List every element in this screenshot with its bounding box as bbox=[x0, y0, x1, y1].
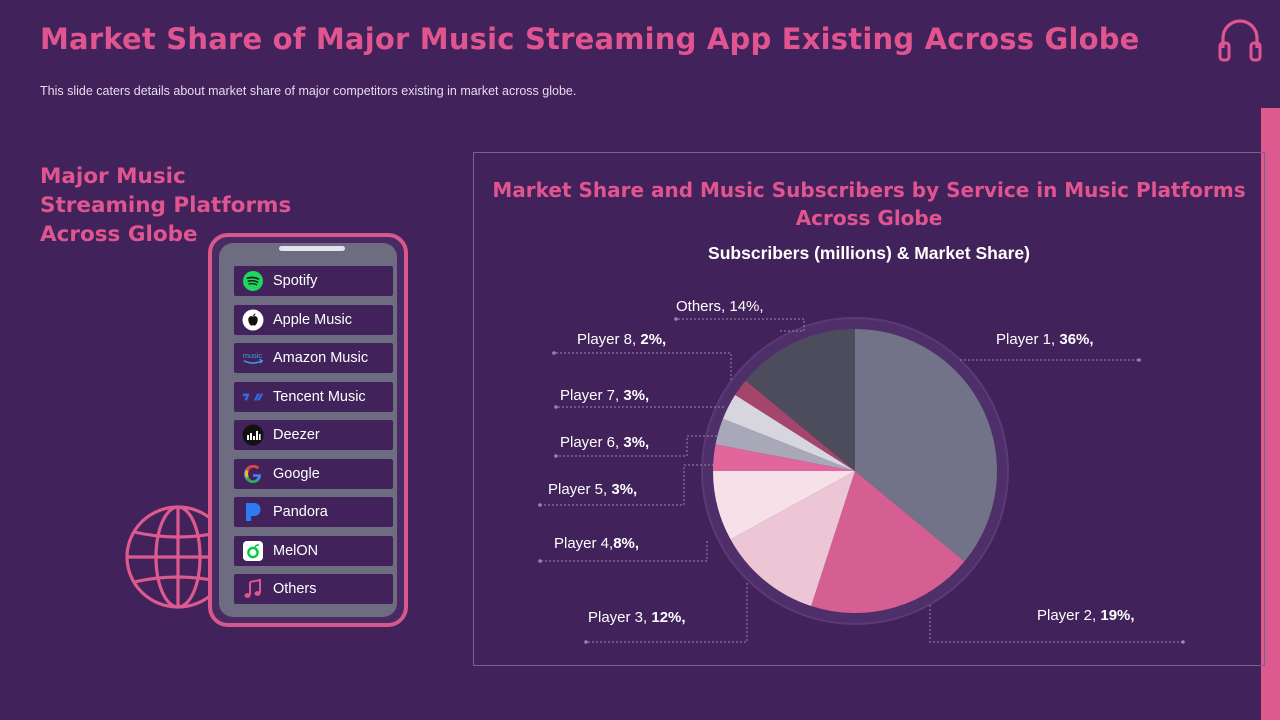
platform-label: Spotify bbox=[273, 273, 318, 289]
page-title: Market Share of Major Music Streaming Ap… bbox=[40, 22, 1140, 56]
page-subtitle: This slide caters details about market s… bbox=[40, 84, 577, 98]
slice-label: Player 8, 2%, bbox=[577, 331, 666, 348]
pie-slice bbox=[811, 471, 965, 613]
svg-text:music: music bbox=[243, 351, 262, 360]
chart-subtitle: Subscribers (millions) & Market Share) bbox=[708, 243, 1030, 263]
leader-line bbox=[556, 435, 717, 457]
leader-line bbox=[540, 541, 708, 562]
platform-item-apple-music[interactable]: Apple Music bbox=[234, 304, 393, 335]
slice-label: Player 7, 3%, bbox=[560, 387, 649, 404]
platform-item-melon[interactable]: MelON bbox=[234, 535, 393, 566]
pie-slice bbox=[713, 444, 855, 471]
leader-dot bbox=[538, 559, 542, 563]
platform-label: Apple Music bbox=[273, 311, 352, 328]
pie-slice bbox=[735, 380, 855, 471]
leader-line bbox=[554, 352, 732, 380]
leader-line bbox=[929, 605, 1183, 643]
leader-line bbox=[676, 318, 805, 332]
platform-item-tencent-music[interactable]: Tencent Music bbox=[234, 381, 393, 412]
leader-dot bbox=[552, 351, 556, 355]
tencent-music-icon bbox=[242, 386, 264, 408]
melon-icon bbox=[242, 540, 264, 562]
chart-title: Market Share and Music Subscribers by Se… bbox=[492, 178, 1246, 230]
platform-item-amazon-music[interactable]: music Amazon Music bbox=[234, 343, 393, 373]
accent-side-bar bbox=[1261, 108, 1280, 720]
amazon-music-icon: music bbox=[242, 347, 264, 369]
phone-speaker bbox=[279, 246, 345, 251]
leader-dot bbox=[538, 503, 542, 507]
leader-line bbox=[540, 464, 714, 506]
platform-label: Tencent Music bbox=[273, 388, 366, 405]
leader-dot bbox=[554, 405, 558, 409]
deezer-icon bbox=[242, 424, 264, 446]
platform-label: Google bbox=[273, 465, 320, 482]
slice-label: Player 2, 19%, bbox=[1037, 607, 1135, 624]
platform-label: Pandora bbox=[273, 504, 328, 520]
pandora-icon bbox=[242, 501, 264, 523]
leader-dot bbox=[554, 454, 558, 458]
apple-icon bbox=[242, 309, 264, 331]
leader-dot bbox=[584, 640, 588, 644]
platform-item-deezer[interactable]: Deezer bbox=[234, 420, 393, 450]
platform-item-spotify[interactable]: Spotify bbox=[234, 266, 393, 296]
slice-label: Player 5, 3%, bbox=[548, 481, 637, 498]
platform-label: Others bbox=[273, 581, 317, 597]
headphones-icon bbox=[1218, 19, 1262, 62]
music-note-icon bbox=[242, 578, 264, 600]
platform-item-google[interactable]: Google bbox=[234, 458, 393, 489]
slice-label: Player 4,8%, bbox=[554, 535, 639, 552]
leader-dot bbox=[1137, 358, 1141, 362]
platform-label: MelON bbox=[273, 542, 319, 559]
pie-slice bbox=[715, 418, 855, 471]
slice-label: Others, 14%, bbox=[676, 298, 764, 315]
pie-slice bbox=[722, 394, 855, 471]
pie-chart: Player 1, 36%, Player 2, 19%, Player 3, 12… bbox=[538, 298, 1185, 644]
pie-slice bbox=[730, 471, 855, 607]
spotify-icon bbox=[242, 270, 264, 292]
slice-label: Player 3, 12%, bbox=[588, 609, 686, 626]
phone-mockup: Spotify Apple Music music Amazon Music bbox=[208, 233, 408, 627]
slice-label: Player 6, 3%, bbox=[560, 434, 649, 451]
slice-label: Player 1, 36%, bbox=[996, 331, 1094, 348]
phone-screen: Spotify Apple Music music Amazon Music bbox=[219, 243, 397, 617]
pie-slice bbox=[855, 329, 997, 562]
platform-label: Deezer bbox=[273, 427, 320, 443]
chart-panel: Market Share and Music Subscribers by Se… bbox=[473, 152, 1265, 666]
google-icon bbox=[242, 463, 264, 485]
pie-slice bbox=[713, 471, 855, 540]
platform-label: Amazon Music bbox=[273, 350, 369, 366]
pie-slice bbox=[745, 329, 855, 471]
platform-item-others[interactable]: Others bbox=[234, 574, 393, 604]
platforms-heading: Major Music Streaming Platforms Across G… bbox=[40, 164, 292, 247]
platform-list: Spotify Apple Music music Amazon Music bbox=[234, 266, 393, 613]
leader-dot bbox=[674, 317, 678, 321]
platform-item-pandora[interactable]: Pandora bbox=[234, 497, 393, 527]
leader-dot bbox=[1181, 640, 1185, 644]
